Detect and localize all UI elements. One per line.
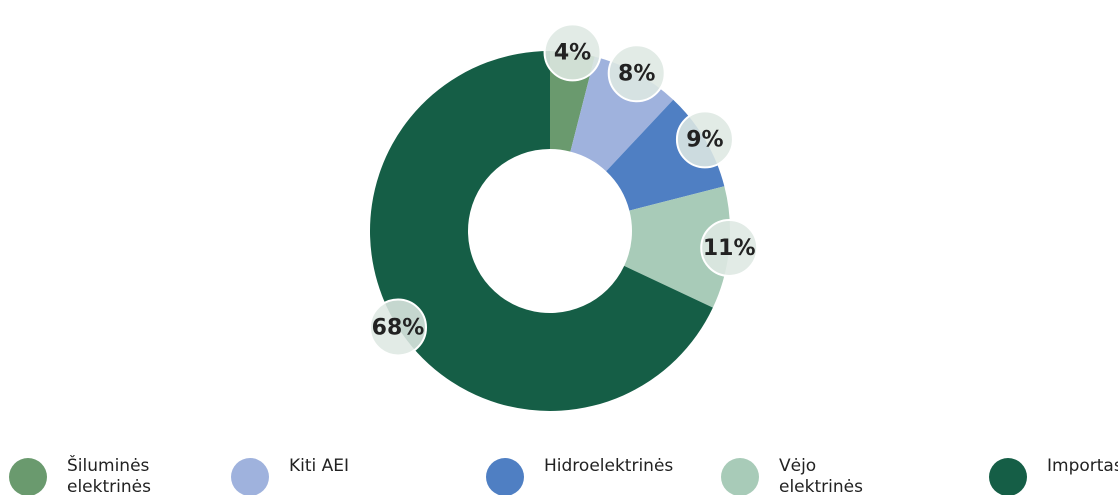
label-bubble — [607, 44, 666, 103]
legend-swatch — [721, 458, 759, 495]
legend-item: Vėjo elektrinės — [721, 452, 899, 495]
legend-label: Šiluminės elektrinės — [67, 456, 151, 495]
legend-swatch — [486, 458, 524, 495]
legend-item: Importas — [989, 452, 1118, 495]
donut-slice — [624, 186, 730, 308]
legend-swatch — [231, 458, 269, 495]
data-label: 4% — [554, 40, 591, 65]
label-bubble — [369, 298, 428, 357]
legend-label: Importas — [1047, 456, 1118, 476]
legend-label: Hidroelektrinės — [544, 456, 674, 476]
data-label: 8% — [618, 61, 655, 86]
legend-swatch — [9, 458, 47, 495]
legend-item: Kiti AEI — [231, 452, 409, 495]
legend-item: Šiluminės elektrinės — [9, 452, 187, 495]
legend-item: Hidroelektrinės — [486, 452, 674, 495]
data-label: 68% — [372, 315, 425, 340]
data-label: 9% — [686, 127, 723, 152]
label-bubble — [543, 23, 602, 82]
legend-swatch — [989, 458, 1027, 495]
legend-label: Vėjo elektrinės — [779, 456, 863, 495]
label-bubble — [700, 218, 759, 277]
donut-slice — [370, 50, 713, 412]
data-label: 11% — [703, 236, 756, 261]
label-bubble — [675, 110, 734, 169]
legend-label: Kiti AEI — [289, 456, 350, 476]
